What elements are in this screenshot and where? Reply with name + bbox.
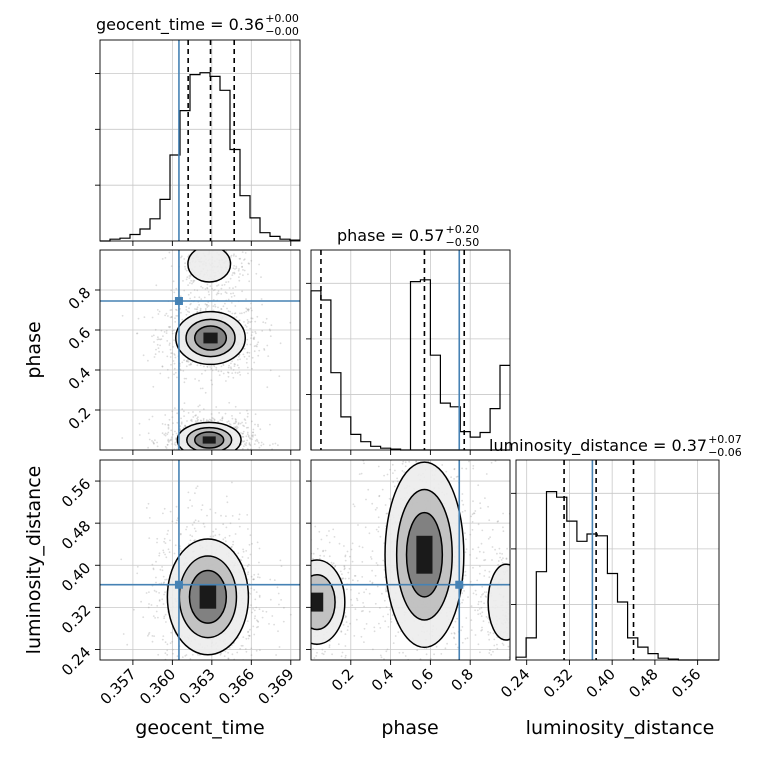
- histogram-step: [409, 279, 510, 450]
- density-core: [202, 436, 216, 444]
- x-tick-label: 0.2: [328, 665, 358, 695]
- truth-marker: [174, 580, 183, 589]
- density-contours: [311, 461, 510, 649]
- axes-frame: [99, 39, 301, 242]
- density-core: [416, 535, 433, 574]
- y-tick-label: 0.40: [58, 559, 94, 595]
- panel-luminosity_distance-vs-geocent_time: [100, 460, 300, 660]
- x-tick-label: 0.357: [97, 665, 140, 708]
- density-core: [203, 332, 218, 344]
- svg-text:−0.50: −0.50: [445, 236, 479, 249]
- contour-level: [487, 563, 510, 641]
- histogram-step: [100, 72, 300, 242]
- y-tick-label: 0.24: [58, 643, 94, 679]
- x-tick-label: 0.8: [447, 665, 477, 695]
- axes-frame: [310, 249, 511, 451]
- histogram-step: [515, 491, 719, 661]
- axes-frame: [515, 459, 720, 661]
- x-axis-label: phase: [381, 717, 438, 739]
- histogram-title-luminosity_distance: luminosity_distance = 0.37 +0.07−0.06: [489, 433, 742, 459]
- x-tick-label: 0.40: [583, 665, 619, 701]
- x-tick-label: 0.369: [255, 665, 298, 708]
- svg-text:luminosity_distance = 0.37: luminosity_distance = 0.37: [489, 436, 707, 456]
- truth-marker: [455, 580, 464, 589]
- x-tick-label: 0.363: [176, 665, 219, 708]
- truth-marker: [174, 297, 183, 305]
- x-tick-label: 0.366: [215, 665, 258, 708]
- y-tick-label: 0.2: [65, 404, 95, 434]
- x-tick-label: 0.32: [540, 665, 576, 701]
- density-core: [199, 585, 217, 609]
- histogram-title-phase: phase = 0.57 +0.20−0.50: [337, 223, 479, 249]
- axes-frame: [99, 459, 301, 661]
- x-tick-label: 0.48: [625, 665, 661, 701]
- x-axis-label: luminosity_distance: [526, 717, 715, 739]
- panel-luminosity_distance-vs-phase: [311, 460, 510, 660]
- axes-frame: [99, 249, 301, 451]
- y-tick-label: 0.48: [58, 517, 94, 553]
- svg-text:−0.00: −0.00: [265, 25, 299, 38]
- y-tick-label: 0.4: [65, 364, 95, 394]
- x-tick-label: 0.360: [136, 665, 179, 708]
- svg-text:+0.20: +0.20: [445, 223, 479, 236]
- svg-text:phase = 0.57: phase = 0.57: [337, 226, 444, 245]
- histogram-geocent_time: [100, 40, 300, 242]
- y-tick-label: 0.6: [65, 324, 95, 354]
- x-axis-label: geocent_time: [135, 717, 264, 739]
- y-axis-label: phase: [23, 321, 45, 378]
- density-contours: [166, 538, 250, 656]
- y-axis-label: luminosity_distance: [23, 466, 45, 655]
- histogram-luminosity_distance: [515, 460, 719, 661]
- histogram-phase: [310, 250, 510, 451]
- y-tick-label: 0.56: [58, 475, 94, 511]
- svg-text:+0.07: +0.07: [708, 433, 742, 446]
- histogram-title-geocent_time: geocent_time = 0.36 +0.00−0.00: [96, 12, 299, 38]
- x-tick-label: 0.4: [368, 665, 398, 695]
- y-tick-label: 0.32: [58, 601, 94, 637]
- x-tick-label: 0.56: [668, 665, 704, 701]
- svg-text:+0.00: +0.00: [265, 12, 299, 25]
- axes-frame: [310, 459, 511, 661]
- panel-phase-vs-geocent_time: [100, 250, 300, 450]
- density-contours: [175, 250, 247, 450]
- svg-text:geocent_time = 0.36: geocent_time = 0.36: [96, 15, 264, 35]
- contour-level: [187, 250, 232, 283]
- density-core: [311, 592, 324, 612]
- x-tick-label: 0.6: [408, 665, 438, 695]
- x-tick-label: 0.24: [497, 665, 533, 701]
- y-tick-label: 0.8: [65, 284, 95, 314]
- svg-text:−0.06: −0.06: [708, 446, 742, 459]
